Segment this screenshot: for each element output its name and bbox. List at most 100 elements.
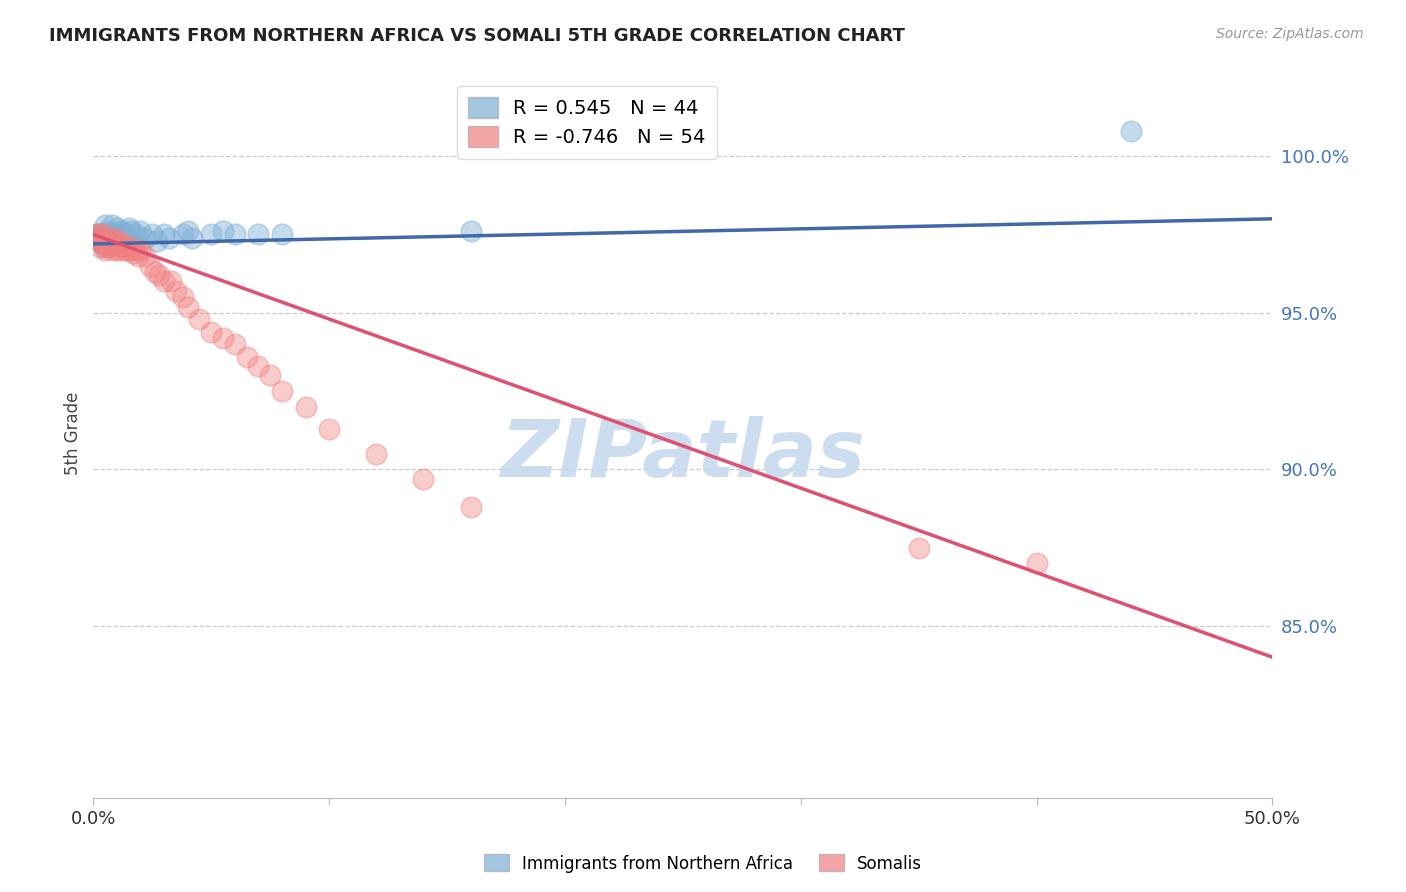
Point [153, 227, 176, 242]
Point [160, 275, 183, 289]
Point [146, 234, 169, 248]
Point [112, 236, 135, 251]
Y-axis label: 5th Grade: 5th Grade [65, 392, 82, 475]
Point [200, 325, 222, 339]
Point [141, 227, 163, 242]
Point [89, 240, 111, 254]
Point [98, 234, 121, 248]
Point [212, 331, 235, 345]
Point [157, 230, 180, 244]
Point [87, 227, 110, 242]
Point [271, 227, 294, 242]
Point [94, 243, 117, 257]
Point [84, 230, 107, 244]
Point [91, 227, 114, 242]
Point [148, 268, 170, 283]
Point [118, 240, 141, 254]
Point [103, 236, 125, 251]
Legend: Immigrants from Northern Africa, Somalis: Immigrants from Northern Africa, Somalis [478, 847, 928, 880]
Point [153, 275, 176, 289]
Point [460, 224, 482, 238]
Point [139, 259, 162, 273]
Point [235, 350, 257, 364]
Point [127, 249, 149, 263]
Point [1119, 124, 1142, 138]
Point [176, 224, 198, 238]
Legend: R = 0.545   N = 44, R = -0.746   N = 54: R = 0.545 N = 44, R = -0.746 N = 54 [457, 86, 717, 159]
Point [247, 227, 270, 242]
Point [87, 234, 110, 248]
Point [181, 230, 204, 244]
Point [460, 500, 482, 514]
Point [94, 227, 117, 242]
Point [89, 234, 111, 248]
Point [103, 236, 125, 251]
Point [101, 218, 124, 232]
Point [118, 221, 141, 235]
Point [101, 236, 124, 251]
Point [94, 236, 117, 251]
Point [212, 224, 235, 238]
Point [115, 243, 138, 257]
Point [96, 236, 118, 251]
Point [224, 227, 246, 242]
Point [98, 240, 121, 254]
Point [105, 221, 128, 235]
Point [96, 224, 118, 238]
Point [907, 541, 929, 555]
Point [84, 227, 107, 242]
Point [98, 227, 121, 242]
Point [103, 230, 125, 244]
Point [247, 359, 270, 373]
Point [134, 230, 156, 244]
Point [111, 243, 134, 257]
Point [129, 243, 152, 257]
Point [259, 368, 281, 383]
Point [129, 224, 152, 238]
Text: IMMIGRANTS FROM NORTHERN AFRICA VS SOMALI 5TH GRADE CORRELATION CHART: IMMIGRANTS FROM NORTHERN AFRICA VS SOMAL… [49, 27, 905, 45]
Point [224, 337, 246, 351]
Point [120, 243, 142, 257]
Point [318, 422, 340, 436]
Point [120, 224, 142, 238]
Point [134, 249, 156, 263]
Point [87, 227, 110, 242]
Point [172, 290, 194, 304]
Point [98, 234, 121, 248]
Text: ZIPatlas: ZIPatlas [501, 417, 866, 494]
Point [89, 227, 111, 242]
Point [165, 284, 187, 298]
Point [143, 265, 166, 279]
Point [96, 230, 118, 244]
Point [125, 227, 148, 242]
Point [176, 300, 198, 314]
Point [91, 236, 114, 251]
Point [111, 224, 134, 238]
Point [89, 230, 111, 244]
Point [103, 227, 125, 242]
Point [94, 240, 117, 254]
Point [91, 234, 114, 248]
Point [91, 236, 114, 251]
Point [366, 447, 388, 461]
Point [111, 240, 134, 254]
Point [108, 236, 131, 251]
Point [1025, 556, 1047, 570]
Point [101, 243, 124, 257]
Point [101, 227, 124, 242]
Point [122, 246, 145, 260]
Point [200, 227, 222, 242]
Text: Source: ZipAtlas.com: Source: ZipAtlas.com [1216, 27, 1364, 41]
Point [94, 218, 117, 232]
Point [115, 227, 138, 242]
Point [105, 230, 128, 244]
Point [122, 236, 145, 251]
Point [105, 243, 128, 257]
Point [271, 384, 294, 398]
Point [108, 227, 131, 242]
Point [112, 230, 135, 244]
Point [294, 400, 316, 414]
Point [125, 243, 148, 257]
Point [188, 312, 211, 326]
Point [87, 230, 110, 244]
